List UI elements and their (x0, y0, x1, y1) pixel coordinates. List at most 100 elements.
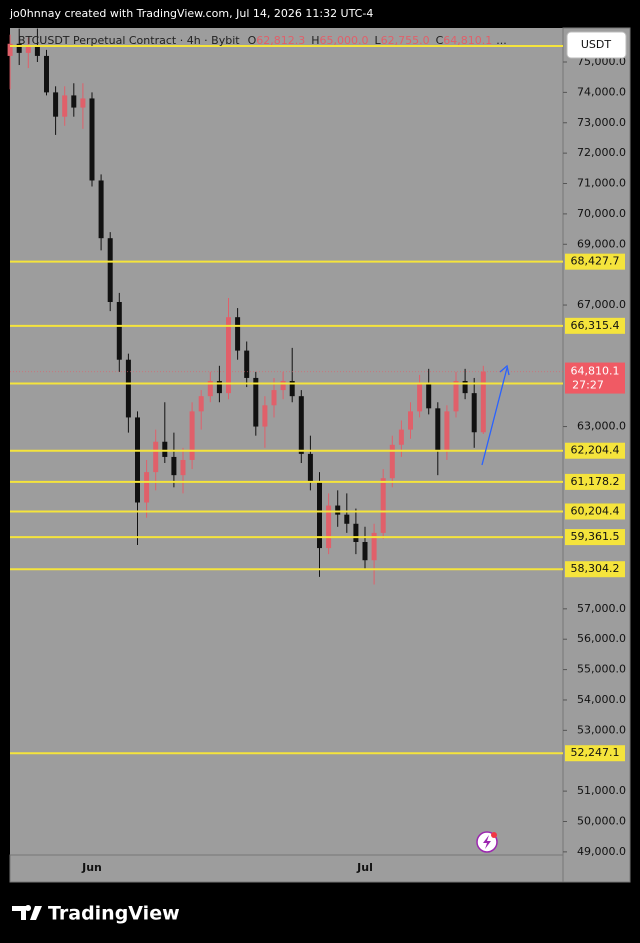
candle-body (389, 444, 395, 479)
countdown-label: 27:27 (572, 379, 604, 392)
candle-body (235, 317, 241, 351)
currency-button[interactable] (566, 31, 627, 59)
candle-body (71, 95, 77, 108)
legend-key: O (248, 34, 257, 47)
legend-more: ... (496, 34, 507, 47)
level-label: 60,204.4 (571, 504, 620, 517)
candle-body (262, 405, 268, 427)
candle-body (417, 384, 423, 412)
candle-body (189, 411, 195, 460)
candle-body (298, 396, 304, 454)
plot-area (10, 28, 563, 855)
y-tick-label: 56,000.0 (577, 632, 626, 645)
candle-body (216, 380, 222, 394)
candle-body (162, 441, 168, 457)
legend-key: H (311, 34, 319, 47)
candle-body (398, 429, 404, 445)
candle-body (135, 417, 140, 503)
candle-body (480, 371, 486, 433)
candle-body (107, 238, 113, 302)
candle-body (226, 317, 231, 394)
candle-body (353, 523, 359, 542)
candle-body (44, 55, 49, 93)
candle-body (80, 98, 86, 108)
candle-body (171, 456, 177, 476)
level-label-box (565, 442, 625, 459)
candle-body (98, 180, 104, 239)
brand-logo: TradingView (12, 903, 180, 925)
y-tick-label: 55,000.0 (577, 663, 626, 676)
legend-value: 62,755.0 (381, 34, 430, 47)
candle-body (307, 453, 313, 482)
candle-body (426, 384, 432, 409)
candle-body (125, 359, 131, 418)
level-label: 61,178.2 (571, 475, 620, 488)
level-label: 68,427.7 (571, 255, 620, 268)
x-tick-label: Jun (81, 861, 102, 874)
y-tick-label: 63,000.0 (577, 420, 626, 433)
y-tick-label: 50,000.0 (577, 814, 626, 827)
alert-dot (491, 832, 497, 838)
candle-body (198, 396, 204, 412)
brand-icon (12, 905, 42, 920)
y-tick-label: 73,000.0 (577, 116, 626, 129)
legend-symbol: BTCUSDT Perpetual Contract · 4h · Bybit (18, 34, 240, 47)
candle-body (371, 532, 377, 561)
legend: BTCUSDT Perpetual Contract · 4h · Bybit O… (18, 34, 507, 47)
candle-body (335, 505, 341, 515)
y-tick-label: 54,000.0 (577, 693, 626, 706)
candle-body (471, 393, 477, 433)
candle-body (326, 505, 332, 549)
arrow-head (499, 364, 510, 376)
y-tick-label: 57,000.0 (577, 602, 626, 615)
candle-body (62, 95, 68, 117)
level-label-box (565, 561, 625, 578)
level-label-box (565, 253, 625, 270)
candle-body (244, 350, 250, 378)
level-label-box (565, 473, 625, 490)
candle-body (408, 411, 413, 430)
candle-body (16, 43, 22, 53)
candle-body (25, 46, 31, 53)
legend-key: C (436, 34, 444, 47)
legend-value: 65,000.0 (320, 34, 369, 47)
level-label-box (565, 317, 625, 334)
candle-body (7, 43, 13, 56)
legend-value: 62,812.3 (256, 34, 305, 47)
last-price-box (565, 362, 625, 394)
currency-label[interactable]: USDT (581, 38, 612, 51)
candle-body (435, 408, 441, 451)
time-axis (9, 854, 564, 883)
arrow (481, 367, 508, 466)
level-label-box (565, 745, 625, 762)
alert-icon (483, 835, 491, 849)
candle-body (180, 459, 186, 476)
candle-body (53, 92, 59, 117)
y-tick-label: 70,000.0 (577, 207, 626, 220)
level-label: 59,361.5 (571, 530, 620, 543)
last-price-label: 64,810.1 (571, 365, 620, 378)
y-tick-label: 74,000.0 (577, 85, 626, 98)
level-label: 62,204.4 (571, 444, 620, 457)
y-tick-label: 69,000.0 (577, 237, 626, 250)
candle-body (207, 380, 213, 397)
candle-body (89, 98, 95, 181)
y-tick-label: 53,000.0 (577, 723, 626, 736)
level-label: 66,315.4 (571, 319, 620, 332)
candle-body (444, 411, 450, 451)
candle-body (462, 380, 468, 394)
level-label: 52,247.1 (571, 746, 620, 759)
candle-body (144, 472, 150, 503)
y-tick-label: 71,000.0 (577, 177, 626, 190)
level-label-box (565, 503, 625, 520)
candle-body (453, 380, 459, 412)
x-tick-label: Jul (356, 861, 373, 874)
brand-name: TradingView (48, 903, 180, 925)
y-tick-label: 67,000.0 (577, 298, 626, 311)
candle-body (153, 441, 159, 473)
level-label-box (565, 529, 625, 546)
plot: 75,000.074,000.073,000.072,000.071,000.0… (7, 28, 626, 874)
candle-body (280, 380, 286, 391)
y-tick-label: 72,000.0 (577, 146, 626, 159)
candle-body (253, 377, 259, 427)
